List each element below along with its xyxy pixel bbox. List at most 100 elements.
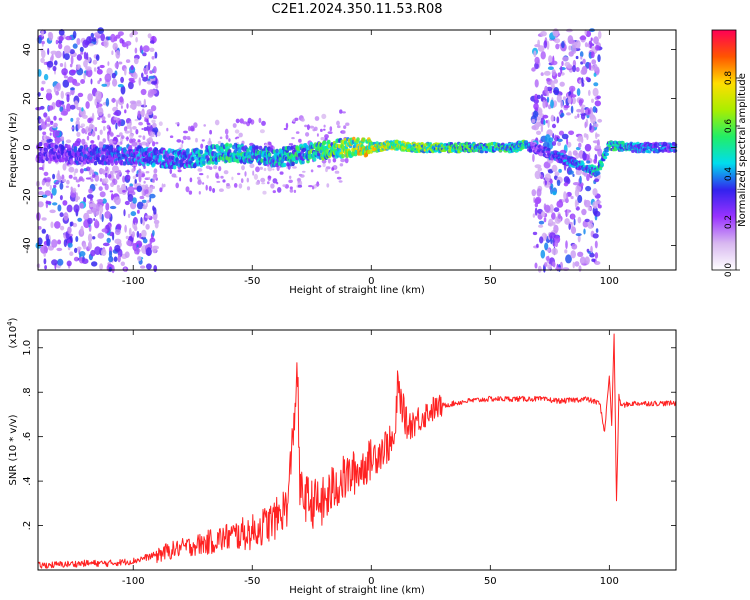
spectrogram-noise-blob: [121, 135, 125, 140]
spectrogram-noise-blob: [540, 72, 544, 76]
spectrogram-noise-blob: [340, 158, 346, 163]
spectrogram-noise-blob: [57, 170, 60, 177]
spectrogram-noise-blob: [572, 182, 580, 186]
spectrogram-noise-blob: [134, 47, 138, 54]
spectrogram-noise-blob: [597, 30, 602, 39]
spectrogram-ridge-blob: [603, 156, 608, 160]
spectrogram-noise-blob: [538, 224, 544, 228]
spectrogram-noise-blob: [140, 265, 146, 269]
spectrogram-noise-blob: [557, 138, 563, 142]
spectrogram-noise-blob: [148, 75, 156, 79]
spectrogram-noise-blob: [58, 117, 63, 121]
spectrogram-noise-blob: [566, 112, 571, 116]
spectrogram-noise-blob: [90, 140, 95, 144]
spectrogram-noise-blob: [563, 182, 569, 187]
spectrogram-noise-blob: [41, 194, 48, 198]
spectrogram-noise-blob: [130, 64, 134, 71]
spectrogram-noise-blob: [43, 171, 49, 176]
spectrogram-noise-blob: [56, 83, 60, 90]
spectrogram-noise-blob: [549, 204, 554, 213]
spectrogram-noise-blob: [574, 261, 580, 267]
spectrogram-ridge-blob: [356, 137, 360, 142]
spectrogram-noise-blob: [289, 175, 292, 179]
spectrogram-noise-blob: [563, 191, 567, 201]
spectrogram-noise-blob: [108, 267, 112, 272]
spectrogram-noise-blob: [58, 139, 63, 142]
spectrogram-noise-blob: [163, 183, 166, 188]
spectrogram-noise-blob: [552, 28, 559, 37]
spectrogram-noise-blob: [150, 134, 155, 138]
spectrogram-noise-blob: [177, 169, 182, 173]
spectrogram-noise-blob: [51, 259, 58, 266]
spectrogram-noise-blob: [62, 178, 67, 183]
spectrogram-noise-blob: [145, 215, 151, 219]
spectrogram-noise-blob: [566, 64, 573, 69]
spectrogram-noise-blob: [588, 62, 592, 71]
spectrogram-noise-blob: [94, 246, 101, 256]
spectrogram-ridge-blob: [480, 150, 484, 154]
spectrogram-noise-blob: [147, 33, 152, 39]
spectrogram-noise-blob: [79, 202, 84, 209]
spectrogram-noise-blob: [37, 226, 42, 230]
spectrogram-noise-blob: [223, 170, 229, 175]
spectrogram-noise-blob: [38, 36, 42, 44]
spectrogram-noise-blob: [578, 182, 584, 187]
spectrogram-noise-blob: [92, 59, 98, 65]
spectrogram-ridge-blob: [227, 149, 232, 154]
spectrogram-noise-blob: [534, 207, 538, 216]
spectrogram-noise-blob: [50, 221, 54, 229]
spectrogram-noise-blob: [76, 246, 82, 251]
spectrogram-ridge-blob: [70, 160, 74, 165]
spectrogram-noise-blob: [272, 178, 278, 184]
spectrogram-noise-blob: [136, 230, 140, 238]
spectrogram-y-axis-label: Frequency (Hz): [8, 112, 19, 188]
spectrogram-ridge-blob: [282, 162, 287, 168]
spectrogram-noise-blob: [91, 169, 95, 176]
spectrogram-noise-blob: [111, 72, 117, 79]
spectrogram-noise-blob: [132, 197, 137, 204]
spectrogram-noise-blob: [59, 212, 64, 218]
spectrogram-noise-blob: [63, 52, 70, 61]
spectrogram-noise-blob: [255, 166, 260, 173]
spectrogram-noise-blob: [593, 259, 596, 263]
spectrogram-noise-blob: [106, 237, 111, 243]
spectrogram-noise-blob: [590, 115, 597, 124]
spectrogram-panel: -100 -50 0 50 100 -40 -20 0 20 40 Height of stra…: [8, 27, 678, 296]
spectrogram-noise-blob: [199, 173, 204, 176]
spectrogram-noise-blob: [60, 225, 65, 231]
spectrogram-noise-blob: [237, 172, 241, 176]
spectrogram-noise-blob: [571, 243, 578, 250]
spectrogram-noise-blob: [544, 262, 548, 267]
spectrogram-ridge-blob: [114, 160, 119, 166]
spectrogram-noise-blob: [76, 117, 80, 121]
y-tick-label: 40: [22, 43, 33, 56]
spectrogram-noise-blob: [53, 122, 58, 128]
spectrogram-noise-blob: [594, 178, 600, 183]
spectrogram-noise-blob: [117, 84, 124, 88]
spectrogram-noise-blob: [193, 122, 198, 128]
spectrogram-noise-blob: [82, 243, 87, 250]
spectrogram-noise-blob: [62, 79, 70, 88]
spectrogram-noise-blob: [129, 133, 134, 139]
spectrogram-noise-blob: [82, 39, 89, 48]
spectrogram-noise-blob: [136, 247, 140, 255]
spectrogram-noise-blob: [152, 174, 158, 181]
spectrogram-noise-blob: [44, 120, 47, 126]
spectrogram-noise-blob: [81, 178, 85, 182]
spectrogram-noise-blob: [120, 76, 124, 83]
x-tick-label: 50: [484, 276, 497, 287]
spectrogram-noise-blob: [85, 68, 93, 78]
spectrogram-noise-blob: [101, 248, 107, 256]
spectrogram-noise-blob: [241, 165, 245, 171]
spectrogram-noise-blob: [97, 27, 104, 34]
spectrogram-noise-blob: [545, 256, 550, 261]
spectrogram-noise-blob: [560, 100, 563, 109]
spectrogram-noise-blob: [60, 110, 68, 116]
spectrogram-noise-blob: [576, 137, 584, 142]
spectrogram-noise-blob: [116, 223, 122, 230]
spectrogram-noise-blob: [126, 122, 132, 127]
spectrogram-noise-blob: [41, 49, 46, 59]
spectrogram-noise-blob: [83, 212, 90, 221]
x-tick-label: -100: [122, 576, 145, 587]
spectrogram-noise-blob: [149, 40, 155, 44]
